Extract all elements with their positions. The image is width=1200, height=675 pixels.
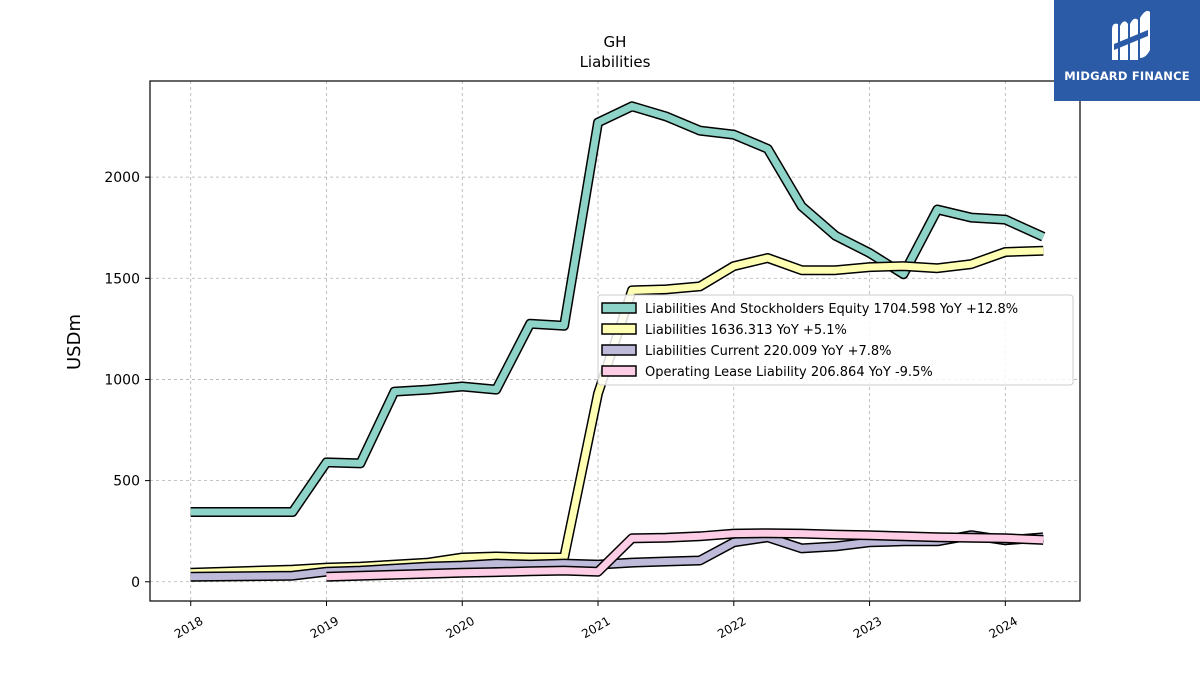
plot-frame bbox=[149, 80, 1081, 602]
series-lines bbox=[190, 101, 1046, 582]
x-tick-label: 2018 bbox=[172, 614, 205, 641]
x-tick-label: 2021 bbox=[579, 614, 612, 641]
legend-label: Liabilities 1636.313 YoY +5.1% bbox=[645, 323, 847, 338]
legend-swatch bbox=[601, 344, 637, 356]
y-tick-label: 1000 bbox=[104, 372, 140, 388]
y-tick-label: 2000 bbox=[104, 170, 140, 186]
y-tick-label: 0 bbox=[131, 575, 140, 591]
legend: Liabilities And Stockholders Equity 1704… bbox=[597, 294, 1074, 386]
x-tick-label: 2024 bbox=[987, 614, 1020, 641]
x-tick-label: 2020 bbox=[444, 614, 477, 641]
legend-swatch bbox=[601, 323, 637, 335]
y-tick-label: 1500 bbox=[104, 271, 140, 287]
legend-label: Liabilities And Stockholders Equity 1704… bbox=[645, 302, 1018, 317]
legend-label: Liabilities Current 220.009 YoY +7.8% bbox=[645, 344, 892, 359]
legend-box bbox=[597, 294, 1074, 386]
brand-logo: MIDGARD FINANCE bbox=[1054, 0, 1200, 101]
y-axis-label: USDm bbox=[64, 314, 85, 370]
legend-label: Operating Lease Liability 206.864 YoY -9… bbox=[645, 365, 933, 380]
series-line-3 bbox=[326, 529, 1044, 581]
legend-swatch bbox=[601, 302, 637, 314]
legend-swatch bbox=[601, 365, 637, 377]
x-tick-label: 2022 bbox=[715, 614, 748, 641]
chart-title: GH bbox=[604, 33, 627, 51]
midgard-logo-icon bbox=[1112, 10, 1150, 61]
brand-name: MIDGARD FINANCE bbox=[1064, 69, 1190, 83]
x-tick-label: 2023 bbox=[851, 614, 884, 641]
y-tick-label: 500 bbox=[113, 474, 140, 490]
chart-subtitle: Liabilities bbox=[580, 53, 651, 71]
x-tick-label: 2019 bbox=[308, 614, 341, 641]
